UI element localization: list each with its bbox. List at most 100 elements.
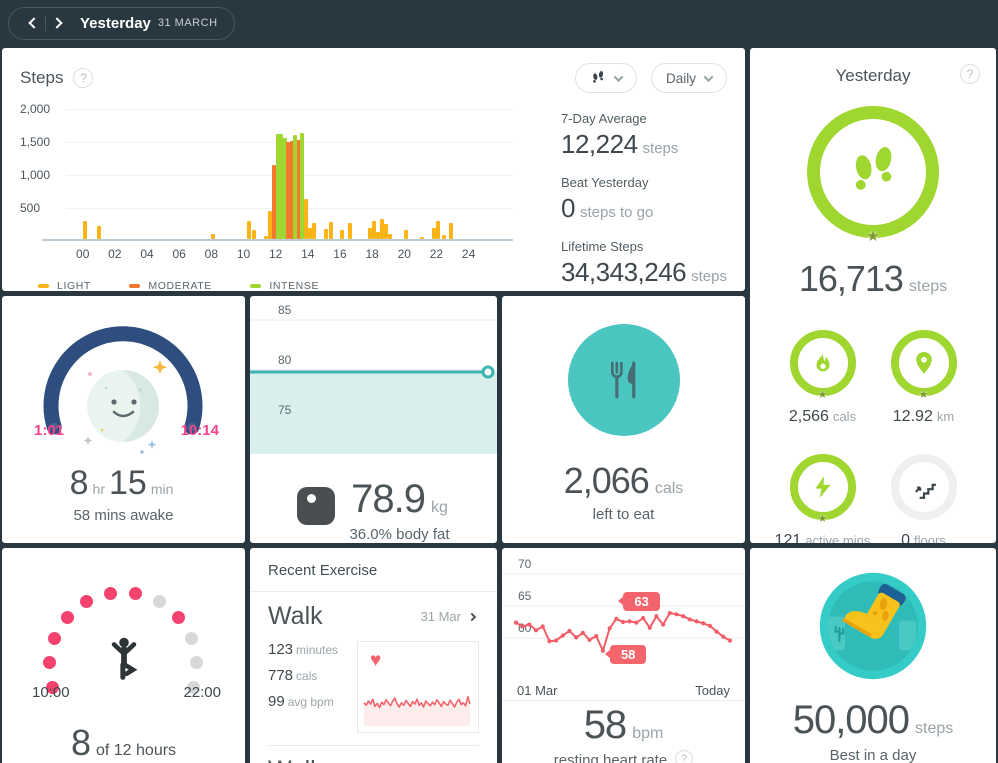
current-date-label: 31 MARCH [157,17,218,29]
active-hour-dot [42,656,56,670]
active-hours-value: 8 [70,722,91,763]
svg-text:75: 75 [278,403,292,417]
divider [268,745,479,746]
steps-plot: 500 1,000 1,500 2,000 [20,102,513,241]
active-hour-dot [129,586,142,600]
exercise-calories: 778 cals [268,667,318,684]
exercise-panel-title: Recent Exercise [268,562,378,579]
metric-value: 2,566 [788,408,829,425]
help-glyph: ? [966,67,974,81]
resting-heart-rate-tile[interactable]: 60 65 70 58 63 01 Mar Today 58 bpm resting h… [502,548,745,763]
resting-heart-rate-value: 58 [583,703,627,747]
food-circle [567,324,680,436]
period-dropdown[interactable]: Daily [650,63,727,93]
svg-text:65: 65 [518,589,532,603]
svg-text:70: 70 [518,557,532,571]
metric-dropdown[interactable] [574,63,637,93]
prev-day-button[interactable] [21,10,43,36]
heart-icon: ♥ [370,650,382,671]
active-person-icon [111,637,138,680]
steps-goal-ring [807,106,939,238]
active-hour-dot [47,631,61,645]
goal-star-icon: ★ [817,513,828,525]
sparkle-icons [83,360,168,454]
legend-swatch [38,284,49,288]
stat-7day-average: 7-Day Average 12,224 steps [561,111,727,160]
steps-baseline [42,239,513,241]
weight-chart: 75 80 85 [250,303,497,454]
chevron-left-icon [28,17,40,29]
nav-divider [45,15,46,31]
exercise-heart-rate-chart: ♥ [357,641,479,733]
location-pin-icon [915,351,932,374]
inactive-hour-dot [190,656,204,670]
legend-label: MODERATE [148,280,212,291]
legend-label: LIGHT [57,280,91,291]
inactive-hour-dot [187,681,201,695]
stairs-icon [914,483,936,499]
exercise-name: Walk [268,756,323,763]
stat-lifetime-steps: Lifetime Steps 34,343,246 steps [561,239,727,288]
heart-x-end-label: Today [695,682,730,698]
yesterday-summary-tile[interactable]: Yesterday ? ★ 16,713 steps [750,48,996,543]
stat-unit: steps [691,268,727,285]
metric-active-minutes[interactable]: ★ 121 active mins [772,454,873,543]
footsteps-icon [593,71,604,83]
fork-knife-icon [610,361,635,399]
active-hour-dot [60,610,74,624]
metric-distance[interactable]: ★ 12.92 km [873,330,974,426]
metric-unit: km [936,409,955,424]
heart-rate-chart: 60 65 70 58 63 [502,552,745,680]
heart-rate-callout: 63 [623,591,660,611]
sleep-tile[interactable]: 1:01 10:14 8 hr 15 min 58 mins awake [2,296,245,543]
stat-value: 12,224 [561,129,638,159]
yesterday-metrics: ★ 2,566 cals ★ 12.92 km [750,330,996,543]
svg-text:80: 80 [278,353,292,367]
stat-value: 0 [561,193,575,223]
help-icon[interactable]: ? [960,64,980,84]
metric-unit: cals [832,409,857,424]
exercise-entry[interactable]: Walk 31 Mar 123 minutes 778 cals 99 avg bpm… [250,592,497,746]
weight-unit: kg [430,499,448,516]
calories-left-value: 2,066 [563,460,650,501]
recent-exercise-tile[interactable]: Recent Exercise Walk 31 Mar 123 minutes 7… [250,548,497,763]
metric-floors[interactable]: 0 floors [873,454,974,543]
hourly-activity-tile[interactable]: 10:00 22:00 8of 12 hours You're making b… [2,548,245,763]
lightning-icon [814,476,831,498]
topbar: Yesterday 31 MARCH [0,0,998,46]
metric-calories[interactable]: ★ 2,566 cals [772,330,873,426]
legend-label: INTENSE [269,280,320,291]
calories-left-label: left to eat [592,506,655,523]
inactive-hour-dot [152,594,166,608]
calories-tile[interactable]: 2,066 cals left to eat [502,296,745,543]
sleep-minutes: 15 [108,464,147,502]
exercise-entry[interactable]: Walk [250,746,497,763]
sleep-hours-unit: hr [92,481,105,497]
steps-title: Steps [20,68,64,87]
yesterday-title: Yesterday [835,66,911,85]
legend-item-light: LIGHT [38,280,91,291]
metric-value: 0 [901,532,911,543]
heart-rate-callout: 58 [609,644,647,664]
next-day-button[interactable] [48,10,70,36]
chevron-right-icon [467,612,477,621]
legend-swatch [250,284,262,288]
exercise-minutes: 123 minutes [268,641,339,658]
help-icon[interactable]: ? [675,749,694,763]
badge-value: 50,000 [792,698,910,742]
exercise-name: Walk [268,602,323,630]
divider [250,591,497,592]
date-navigator[interactable]: Yesterday 31 MARCH [8,6,235,40]
weight-tile[interactable]: 75 80 85 78.9 kg 36.0% body fat [250,296,497,543]
heart-x-start-label: 01 Mar [517,682,558,698]
resting-heart-rate-unit: bpm [632,725,664,742]
help-icon[interactable]: ? [73,68,94,88]
help-glyph: ? [80,71,87,85]
current-day-label: Yesterday [80,14,151,32]
steps-total-unit: steps [908,278,948,295]
badge-tile[interactable]: 50,000 steps Best in a day [750,548,996,763]
steps-stats: 7-Day Average 12,224 steps Beat Yesterday… [513,109,727,291]
weight-value: 78.9 [351,477,426,521]
steps-tile[interactable]: Steps ? Daily [2,48,745,291]
